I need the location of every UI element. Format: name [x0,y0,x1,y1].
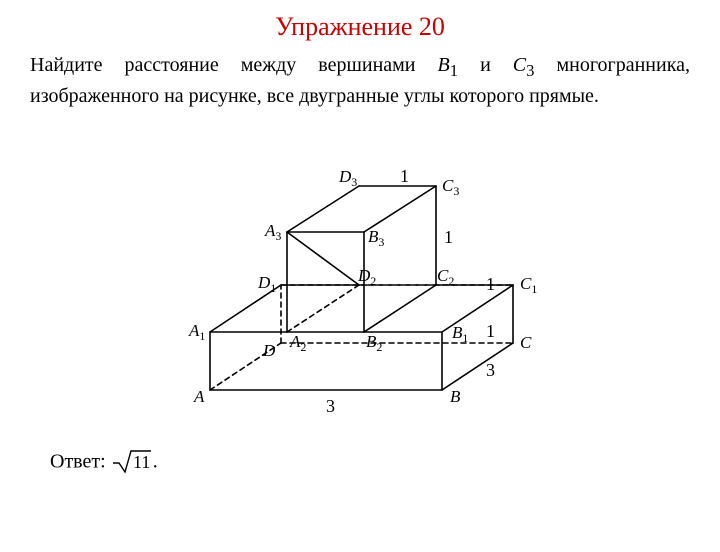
vertex-label-A2: A2 [289,332,306,354]
answer-line: Ответ: 11 . [50,446,720,480]
v1a: B [438,54,450,76]
vertex-label-A1: A1 [188,321,205,343]
visible-edge [287,186,359,232]
answer-period: . [153,450,158,472]
answer-label: Ответ: [50,450,106,472]
problem-statement: Найдите расстояние между вершинами B1 и … [30,52,690,110]
vertex-label-D: D [262,341,276,360]
visible-edge [442,343,513,390]
vertex-label-C3: C3 [442,176,459,198]
v1sub: 1 [450,61,458,80]
dimension-label: 1 [486,321,495,341]
problem-prefix: Найдите расстояние между вершинами [30,54,438,76]
sqrt-expression: 11 [111,446,153,480]
vertex-label-B2: B2 [366,332,382,354]
exercise-title: Упражнение 20 [0,12,720,42]
figure-svg: A B C D A1 B1 C1 D1 A2 B2 C2 D2 A3 B3 C3 D3 3 3 1 1 1 1 [0,118,720,438]
vertex-label-D3: D3 [338,167,357,189]
vertex-label-C2: C2 [437,266,454,288]
sqrt-icon: 11 [111,446,153,474]
dimension-label: 1 [444,227,453,247]
dimension-label: 3 [486,360,495,380]
polyhedron-figure: A B C D A1 B1 C1 D1 A2 B2 C2 D2 A3 B3 C3 D3 3 3 1 1 1 1 [0,118,720,438]
visible-edge [364,285,436,332]
vertex-label-B: B [450,387,461,406]
vertex-label-A: A [193,387,205,406]
dimension-label: 1 [486,274,495,294]
v2a: C [513,54,526,76]
visible-edge [287,232,359,285]
hidden-edge [287,285,359,332]
vertex-label-C1: C1 [520,274,537,296]
vertex-label-D2: D2 [357,266,376,288]
vertex-label-B1: B1 [452,323,468,345]
dimension-label: 3 [326,396,335,416]
vertex-label-B3: B3 [368,227,384,249]
dimension-label: 1 [400,166,409,186]
radicand-text: 11 [133,452,150,472]
vertex-label-A3: A3 [264,221,281,243]
problem-mid: и [458,54,513,76]
vertex-label-D1: D1 [257,273,276,295]
vertex-label-C: C [520,333,532,352]
visible-edge [364,186,436,232]
